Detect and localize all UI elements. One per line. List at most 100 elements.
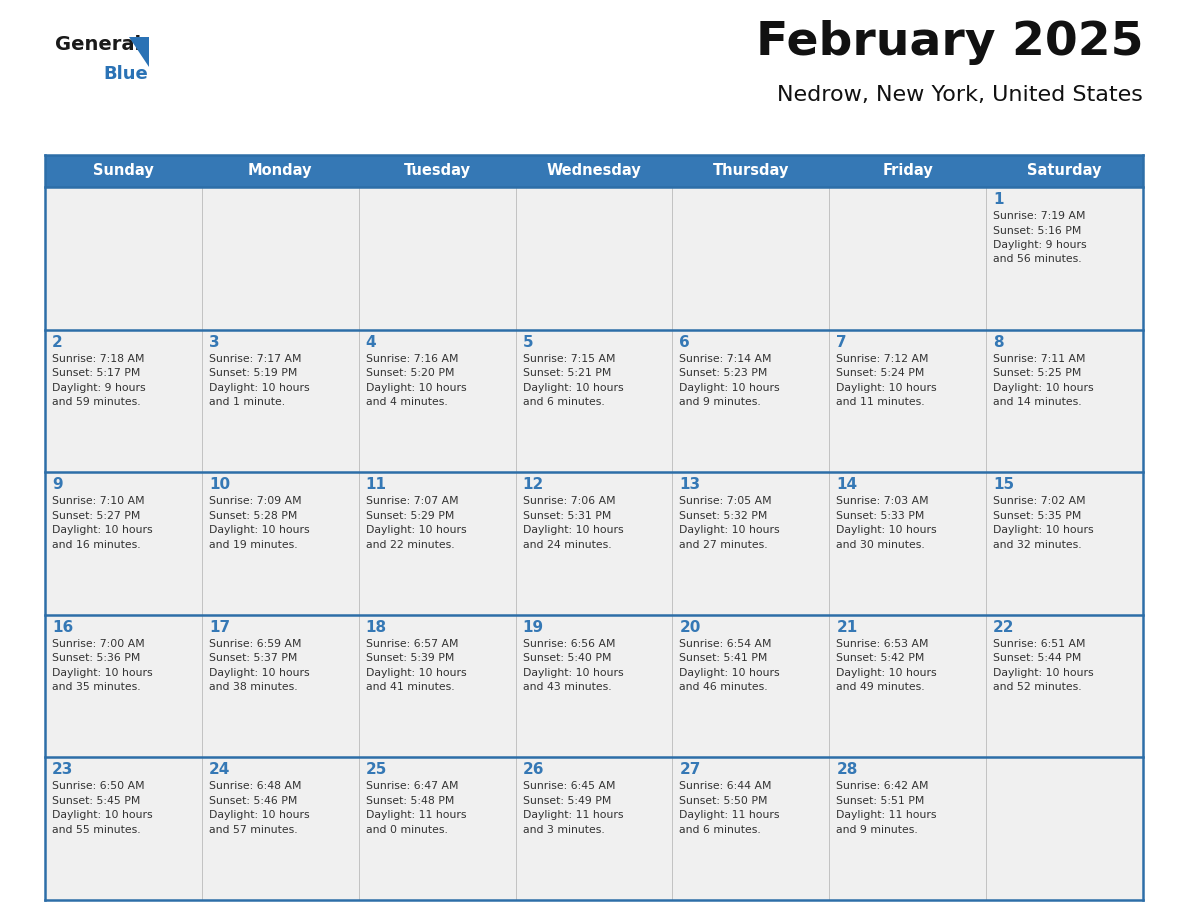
Bar bbox=[45, 330, 202, 472]
Text: Sunset: 5:31 PM: Sunset: 5:31 PM bbox=[523, 510, 611, 521]
Text: Sunrise: 7:00 AM: Sunrise: 7:00 AM bbox=[52, 639, 145, 649]
Text: and 9 minutes.: and 9 minutes. bbox=[836, 825, 918, 834]
Text: Daylight: 10 hours: Daylight: 10 hours bbox=[523, 667, 624, 677]
Text: Sunrise: 6:53 AM: Sunrise: 6:53 AM bbox=[836, 639, 929, 649]
Text: Sunrise: 7:12 AM: Sunrise: 7:12 AM bbox=[836, 353, 929, 364]
Bar bbox=[829, 472, 986, 615]
Text: and 9 minutes.: and 9 minutes. bbox=[680, 397, 762, 407]
Text: Sunset: 5:39 PM: Sunset: 5:39 PM bbox=[366, 654, 454, 664]
Text: 17: 17 bbox=[209, 620, 230, 635]
Text: Sunset: 5:29 PM: Sunset: 5:29 PM bbox=[366, 510, 454, 521]
Text: Sunrise: 7:07 AM: Sunrise: 7:07 AM bbox=[366, 497, 459, 506]
Text: and 19 minutes.: and 19 minutes. bbox=[209, 540, 297, 550]
Text: Sunrise: 7:16 AM: Sunrise: 7:16 AM bbox=[366, 353, 459, 364]
Text: Daylight: 10 hours: Daylight: 10 hours bbox=[836, 383, 937, 393]
Bar bbox=[45, 187, 202, 330]
Bar bbox=[45, 615, 202, 757]
Text: Sunset: 5:28 PM: Sunset: 5:28 PM bbox=[209, 510, 297, 521]
Text: 8: 8 bbox=[993, 334, 1004, 350]
Bar bbox=[986, 187, 1143, 330]
Text: Sunset: 5:21 PM: Sunset: 5:21 PM bbox=[523, 368, 611, 378]
Text: Daylight: 10 hours: Daylight: 10 hours bbox=[680, 525, 781, 535]
Text: Daylight: 10 hours: Daylight: 10 hours bbox=[52, 525, 152, 535]
Polygon shape bbox=[129, 37, 148, 67]
Bar bbox=[986, 757, 1143, 900]
Text: Tuesday: Tuesday bbox=[404, 163, 470, 178]
Text: Sunrise: 7:10 AM: Sunrise: 7:10 AM bbox=[52, 497, 145, 506]
Text: February 2025: February 2025 bbox=[756, 20, 1143, 65]
Text: and 56 minutes.: and 56 minutes. bbox=[993, 254, 1082, 264]
Bar bbox=[359, 187, 516, 330]
Text: Sunset: 5:20 PM: Sunset: 5:20 PM bbox=[366, 368, 454, 378]
Text: Blue: Blue bbox=[103, 65, 147, 83]
Text: Sunset: 5:40 PM: Sunset: 5:40 PM bbox=[523, 654, 611, 664]
Bar bbox=[986, 615, 1143, 757]
Bar bbox=[672, 187, 829, 330]
Text: and 59 minutes.: and 59 minutes. bbox=[52, 397, 140, 407]
Bar bbox=[672, 472, 829, 615]
Text: Sunset: 5:51 PM: Sunset: 5:51 PM bbox=[836, 796, 924, 806]
Text: Sunrise: 7:03 AM: Sunrise: 7:03 AM bbox=[836, 497, 929, 506]
Bar bbox=[516, 472, 672, 615]
Text: Sunset: 5:36 PM: Sunset: 5:36 PM bbox=[52, 654, 140, 664]
Text: Daylight: 11 hours: Daylight: 11 hours bbox=[523, 811, 623, 821]
Bar bbox=[359, 757, 516, 900]
Text: Sunset: 5:45 PM: Sunset: 5:45 PM bbox=[52, 796, 140, 806]
Text: and 22 minutes.: and 22 minutes. bbox=[366, 540, 454, 550]
Bar bbox=[986, 472, 1143, 615]
Text: and 27 minutes.: and 27 minutes. bbox=[680, 540, 769, 550]
Text: Daylight: 10 hours: Daylight: 10 hours bbox=[366, 667, 467, 677]
Text: Sunset: 5:50 PM: Sunset: 5:50 PM bbox=[680, 796, 767, 806]
Text: Sunset: 5:16 PM: Sunset: 5:16 PM bbox=[993, 226, 1081, 236]
Text: and 16 minutes.: and 16 minutes. bbox=[52, 540, 140, 550]
Bar bbox=[986, 330, 1143, 472]
Text: 14: 14 bbox=[836, 477, 858, 492]
Bar bbox=[672, 615, 829, 757]
Text: Daylight: 10 hours: Daylight: 10 hours bbox=[523, 383, 624, 393]
Text: General: General bbox=[55, 35, 141, 54]
Text: Daylight: 10 hours: Daylight: 10 hours bbox=[52, 667, 152, 677]
Text: 24: 24 bbox=[209, 763, 230, 778]
Text: and 4 minutes.: and 4 minutes. bbox=[366, 397, 448, 407]
Text: Daylight: 10 hours: Daylight: 10 hours bbox=[209, 667, 310, 677]
Text: Sunrise: 6:59 AM: Sunrise: 6:59 AM bbox=[209, 639, 302, 649]
Text: 5: 5 bbox=[523, 334, 533, 350]
Text: 28: 28 bbox=[836, 763, 858, 778]
Text: Sunrise: 7:19 AM: Sunrise: 7:19 AM bbox=[993, 211, 1086, 221]
Text: Friday: Friday bbox=[883, 163, 933, 178]
Text: and 0 minutes.: and 0 minutes. bbox=[366, 825, 448, 834]
Text: Sunset: 5:33 PM: Sunset: 5:33 PM bbox=[836, 510, 924, 521]
Text: Sunset: 5:25 PM: Sunset: 5:25 PM bbox=[993, 368, 1081, 378]
Text: Sunset: 5:49 PM: Sunset: 5:49 PM bbox=[523, 796, 611, 806]
Text: and 24 minutes.: and 24 minutes. bbox=[523, 540, 611, 550]
Text: and 41 minutes.: and 41 minutes. bbox=[366, 682, 454, 692]
Text: Sunrise: 6:51 AM: Sunrise: 6:51 AM bbox=[993, 639, 1086, 649]
Text: 6: 6 bbox=[680, 334, 690, 350]
Bar bbox=[202, 330, 359, 472]
Text: Monday: Monday bbox=[248, 163, 312, 178]
Text: Sunday: Sunday bbox=[93, 163, 153, 178]
Text: Daylight: 11 hours: Daylight: 11 hours bbox=[366, 811, 466, 821]
Text: Sunrise: 6:50 AM: Sunrise: 6:50 AM bbox=[52, 781, 145, 791]
Text: Sunrise: 6:47 AM: Sunrise: 6:47 AM bbox=[366, 781, 459, 791]
Text: 9: 9 bbox=[52, 477, 63, 492]
Text: and 49 minutes.: and 49 minutes. bbox=[836, 682, 925, 692]
Bar bbox=[516, 330, 672, 472]
Text: Daylight: 10 hours: Daylight: 10 hours bbox=[680, 667, 781, 677]
Text: Sunset: 5:32 PM: Sunset: 5:32 PM bbox=[680, 510, 767, 521]
Text: Wednesday: Wednesday bbox=[546, 163, 642, 178]
Text: 15: 15 bbox=[993, 477, 1015, 492]
Bar bbox=[45, 757, 202, 900]
Text: Sunset: 5:17 PM: Sunset: 5:17 PM bbox=[52, 368, 140, 378]
Text: Sunrise: 7:15 AM: Sunrise: 7:15 AM bbox=[523, 353, 615, 364]
Text: Sunrise: 7:06 AM: Sunrise: 7:06 AM bbox=[523, 497, 615, 506]
Text: 16: 16 bbox=[52, 620, 74, 635]
Bar bbox=[829, 615, 986, 757]
Text: Sunrise: 6:48 AM: Sunrise: 6:48 AM bbox=[209, 781, 302, 791]
Text: Sunrise: 7:02 AM: Sunrise: 7:02 AM bbox=[993, 497, 1086, 506]
Text: and 3 minutes.: and 3 minutes. bbox=[523, 825, 605, 834]
Text: 4: 4 bbox=[366, 334, 377, 350]
Bar bbox=[202, 757, 359, 900]
Bar bbox=[202, 187, 359, 330]
Text: 7: 7 bbox=[836, 334, 847, 350]
